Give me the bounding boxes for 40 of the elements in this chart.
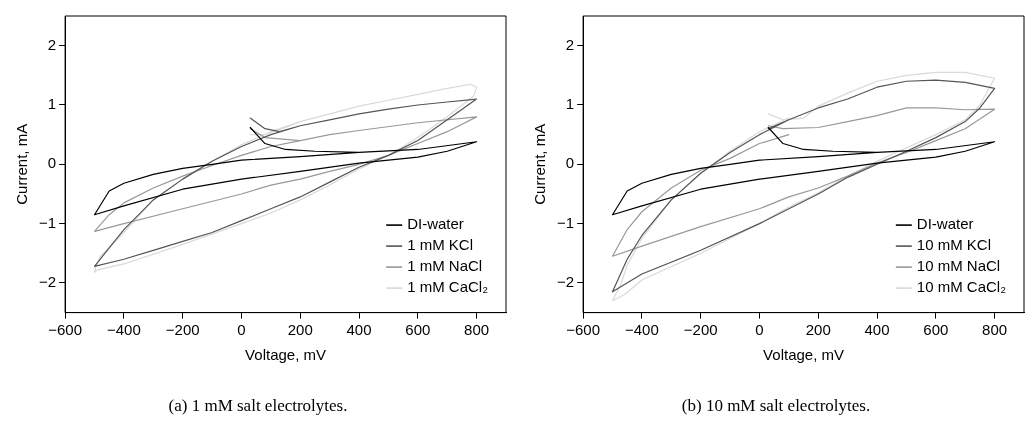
x-tick-label: −200: [165, 320, 200, 338]
text: (a) 1 mM salt electrolytes.: [168, 396, 348, 416]
x-tick-label: 800: [982, 320, 1008, 338]
legend-label: 10 mM NaCl: [916, 257, 1001, 275]
text: (b) 10 mM salt electrolytes.: [681, 396, 871, 416]
y-axis-title: Current, mA: [13, 123, 31, 205]
x-tick-label: 400: [864, 320, 890, 338]
x-tick-label: 0: [755, 320, 764, 338]
y-tick-label: 2: [47, 35, 57, 53]
x-tick-label: 400: [346, 320, 372, 338]
y-tick-label: −1: [38, 213, 57, 231]
legend-label: DI-water: [407, 215, 464, 233]
x-tick-label: 200: [805, 320, 831, 338]
x-tick-label: 600: [923, 320, 949, 338]
y-tick-label: 1: [47, 95, 57, 113]
legend-label: 1 mM NaCl: [407, 257, 483, 275]
x-tick-label: −200: [683, 320, 718, 338]
x-tick-label: −400: [106, 320, 141, 338]
x-axis-title: Voltage, mV: [763, 345, 844, 363]
x-tick-label: −600: [48, 320, 82, 338]
y-tick-label: −2: [38, 273, 57, 291]
x-tick-label: −600: [566, 320, 600, 338]
y-tick-label: 0: [565, 154, 575, 172]
x-tick-label: −400: [624, 320, 659, 338]
legend-label: DI-water: [916, 215, 974, 233]
x-tick-label: 600: [405, 320, 431, 338]
legend-label: 10 mM KCl: [916, 236, 992, 254]
legend-label: 10 mM CaCl₂: [916, 278, 1007, 296]
y-axis-title: Current, mA: [531, 123, 549, 205]
legend-label: 1 mM KCl: [407, 236, 474, 254]
y-tick-label: 0: [47, 154, 57, 172]
y-tick-label: −1: [556, 213, 575, 231]
y-tick-label: 2: [565, 35, 575, 53]
y-tick-label: −2: [556, 273, 575, 291]
legend-label: 1 mM CaCl₂: [407, 278, 489, 296]
x-tick-label: 800: [464, 320, 490, 338]
x-axis-title: Voltage, mV: [245, 345, 326, 363]
x-tick-label: 0: [237, 320, 246, 338]
y-tick-label: 1: [565, 95, 575, 113]
x-tick-label: 200: [287, 320, 313, 338]
